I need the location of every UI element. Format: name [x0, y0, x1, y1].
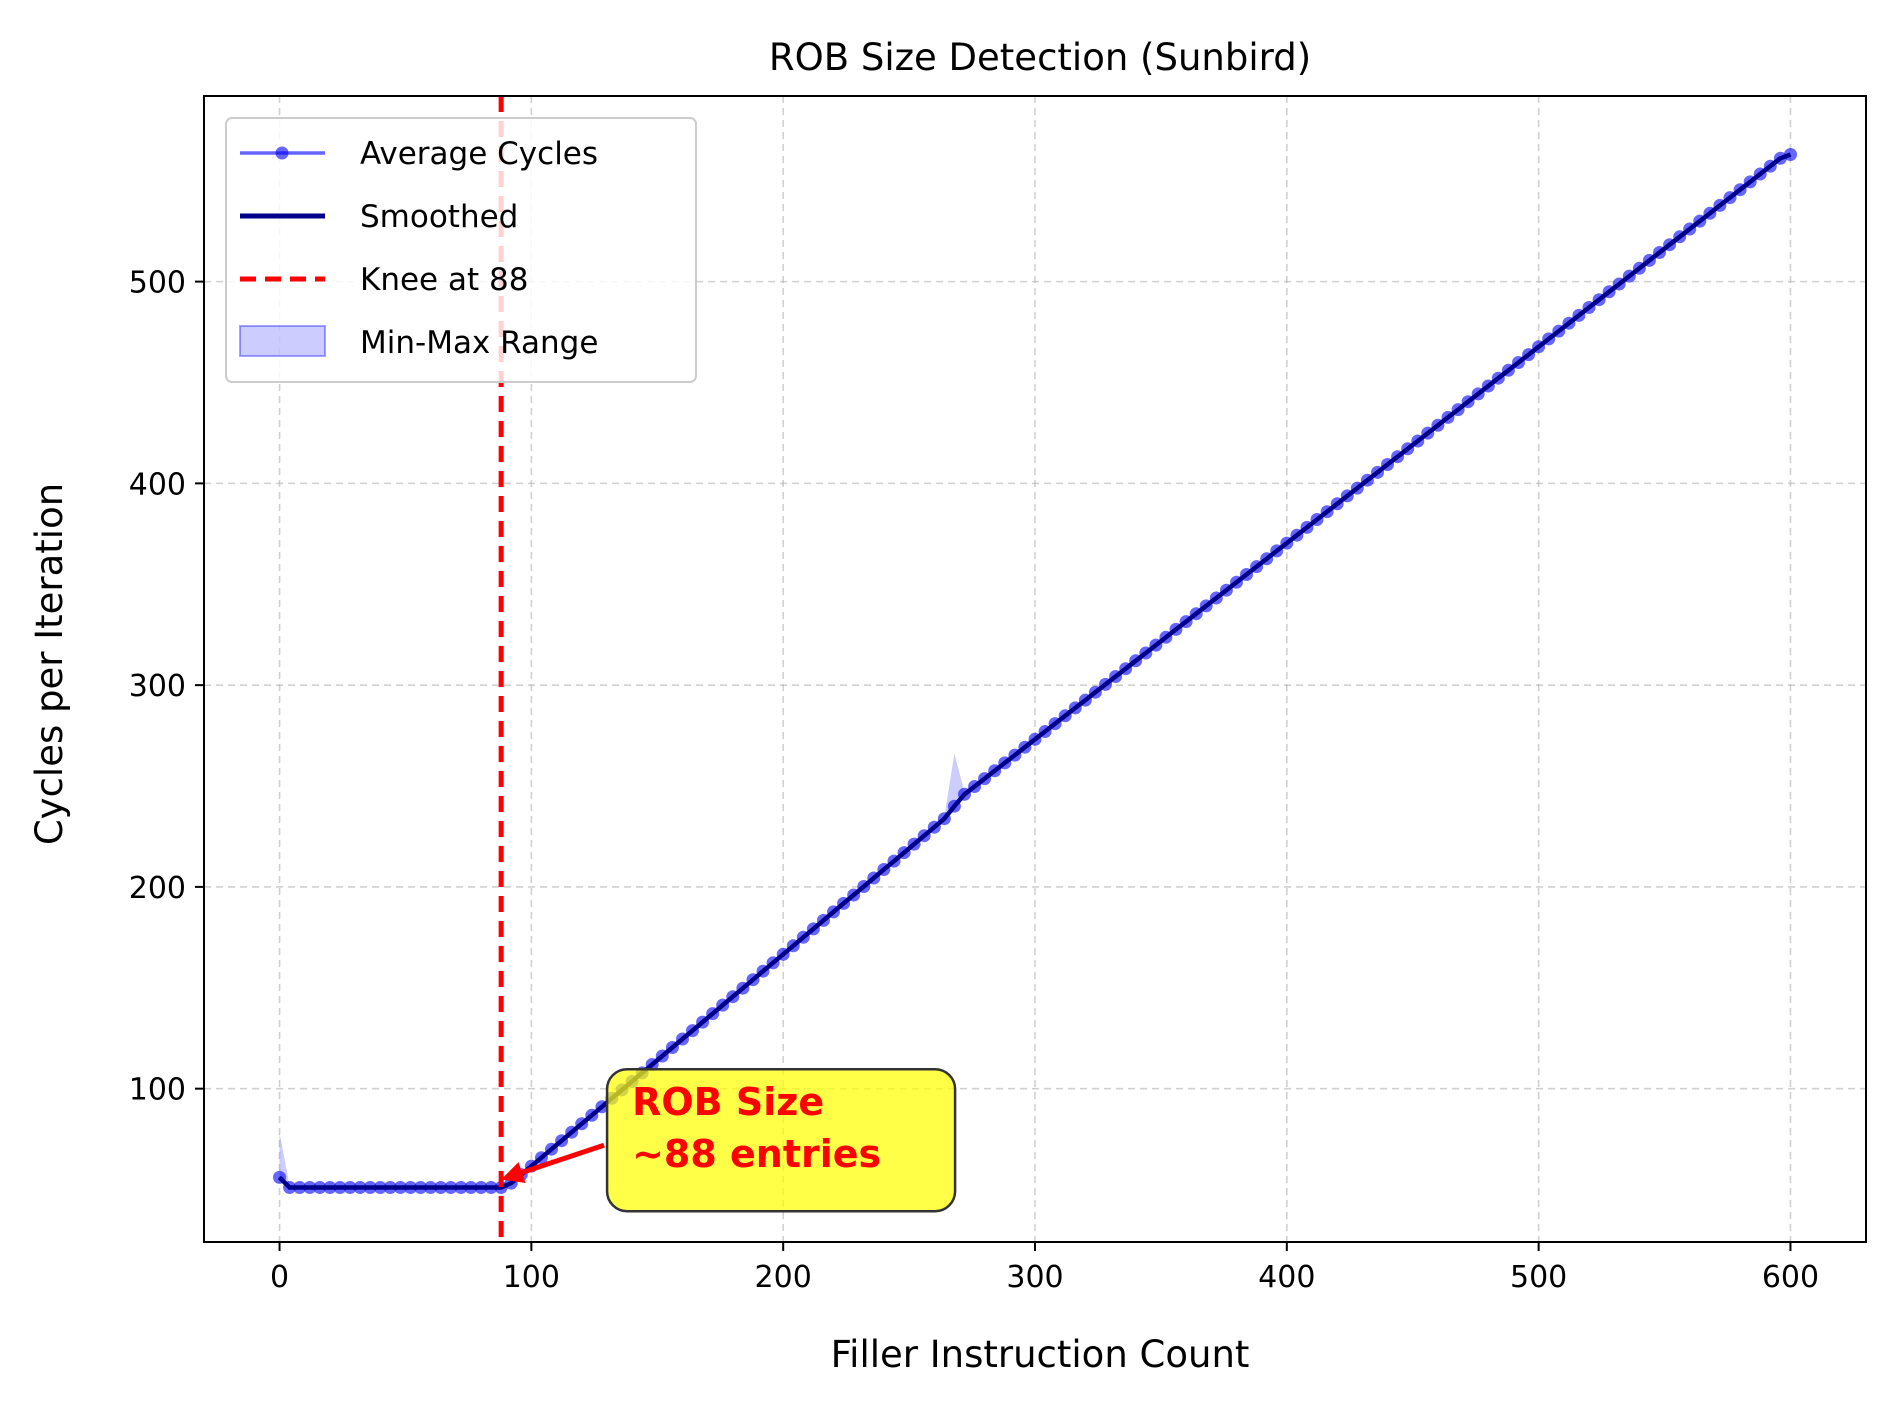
legend-marker-average-cycles: [275, 146, 289, 160]
y-tick-label: 100: [129, 1073, 186, 1108]
legend-item-average-cycles: Average Cycles: [240, 136, 598, 172]
x-tick-label: 400: [1258, 1260, 1315, 1295]
y-tick-label: 400: [129, 467, 186, 502]
legend-label-knee: Knee at 88: [360, 262, 528, 298]
annotation-arrow-head: [501, 1162, 526, 1183]
annotation-arrow: [521, 1142, 605, 1175]
x-tick-label: 200: [755, 1260, 812, 1295]
y-axis-label: Cycles per Iteration: [28, 483, 71, 845]
chart-title: ROB Size Detection (Sunbird): [769, 36, 1311, 79]
smoothed-line: [277, 152, 1792, 1190]
grid: [204, 96, 1866, 1242]
legend-item-min-max-range: Min-Max Range: [239, 325, 598, 361]
y-tick-label: 200: [129, 871, 186, 906]
rob-size-annotation: ROB Size ~88 entries: [501, 1067, 957, 1213]
x-tick-label: 300: [1006, 1260, 1063, 1295]
x-axis-label: Filler Instruction Count: [831, 1333, 1250, 1376]
legend-label-average-cycles: Average Cycles: [360, 136, 598, 172]
annotation-line-2: ~88 entries: [632, 1132, 881, 1176]
legend-label-smoothed: Smoothed: [360, 199, 518, 235]
legend: Average Cycles Smoothed Knee at 88 Min-M…: [225, 117, 697, 383]
annotation-box: [605, 1067, 957, 1213]
legend-box: [225, 117, 697, 383]
legend-label-min-max-range: Min-Max Range: [360, 325, 598, 361]
x-tick-label: 100: [503, 1260, 560, 1295]
legend-item-smoothed: Smoothed: [240, 199, 518, 235]
plot-data: [273, 96, 1797, 1242]
y-axis-ticks: 100 200 300 400 500: [129, 266, 204, 1108]
y-tick-label: 300: [129, 669, 186, 704]
legend-item-knee: Knee at 88: [240, 262, 528, 298]
y-tick-label: 500: [129, 266, 186, 301]
annotation-line-1: ROB Size: [632, 1080, 824, 1124]
x-tick-label: 0: [270, 1260, 289, 1295]
x-axis-ticks: 0 100 200 300 400 500 600: [270, 1242, 1819, 1295]
legend-swatch-min-max-range: [239, 325, 326, 357]
x-tick-label: 600: [1762, 1260, 1819, 1295]
x-tick-label: 500: [1510, 1260, 1567, 1295]
